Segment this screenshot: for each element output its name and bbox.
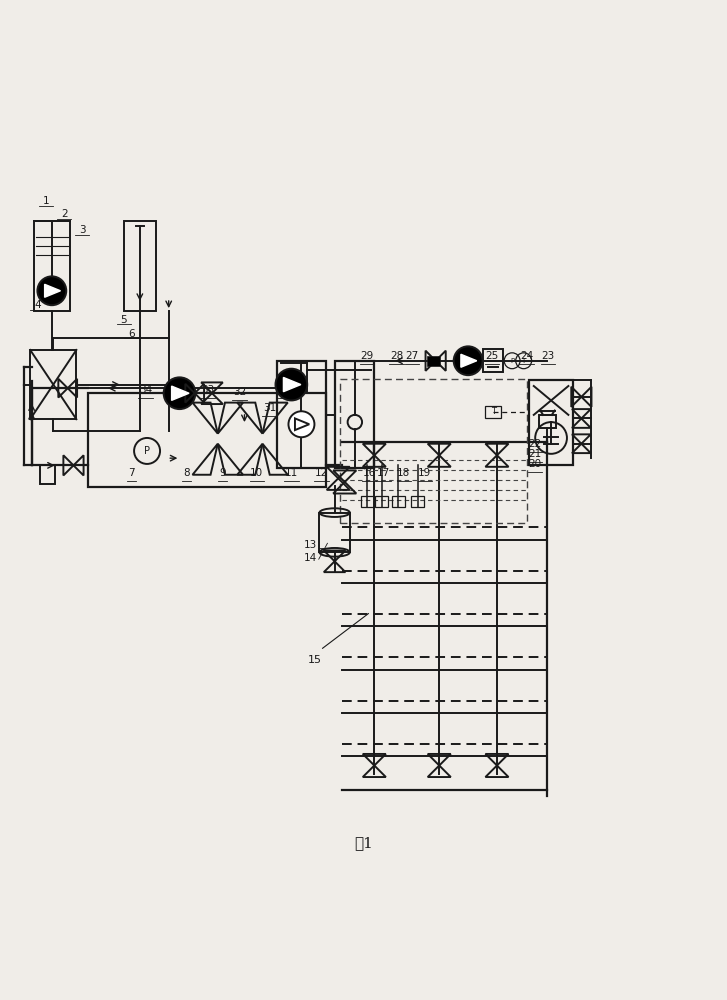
Text: 32: 32: [233, 387, 246, 397]
Text: 30: 30: [278, 385, 292, 395]
Text: T: T: [491, 407, 496, 416]
Bar: [483, 349, 504, 372]
Text: 21: 21: [529, 449, 542, 459]
Bar: [334, 361, 374, 468]
Text: 16: 16: [363, 468, 376, 478]
Bar: [539, 415, 556, 428]
Bar: [40, 465, 55, 484]
Circle shape: [37, 276, 66, 305]
Bar: [411, 496, 424, 507]
Circle shape: [454, 346, 483, 375]
Bar: [88, 393, 326, 487]
Text: 19: 19: [418, 468, 431, 478]
Circle shape: [289, 411, 315, 437]
Text: 11: 11: [285, 468, 298, 478]
Bar: [375, 496, 388, 507]
Text: 7: 7: [128, 468, 134, 478]
Text: 4: 4: [34, 300, 41, 310]
Text: 5: 5: [121, 315, 127, 325]
Text: 23: 23: [542, 351, 555, 361]
Bar: [529, 380, 573, 465]
Text: T: T: [521, 358, 526, 364]
Bar: [33, 221, 70, 311]
Text: 3: 3: [79, 225, 86, 235]
Text: 26: 26: [457, 351, 470, 361]
Text: 17: 17: [377, 468, 390, 478]
Bar: [124, 221, 156, 311]
Polygon shape: [44, 284, 60, 297]
Bar: [31, 350, 76, 419]
Text: 1: 1: [43, 196, 49, 206]
Text: 18: 18: [397, 468, 411, 478]
Bar: [392, 496, 405, 507]
Text: 6: 6: [128, 329, 134, 339]
Circle shape: [164, 377, 196, 409]
Text: 12: 12: [315, 468, 329, 478]
Text: 27: 27: [405, 351, 419, 361]
Text: P: P: [510, 358, 514, 364]
Bar: [277, 361, 326, 468]
Text: 15: 15: [308, 655, 321, 665]
Text: 2: 2: [61, 209, 68, 219]
Text: P: P: [144, 446, 150, 456]
Text: 24: 24: [520, 351, 533, 361]
Text: 33: 33: [201, 385, 214, 395]
Bar: [361, 496, 374, 507]
Text: 8: 8: [183, 468, 190, 478]
Text: 28: 28: [390, 351, 403, 361]
Circle shape: [276, 369, 308, 400]
Text: 31: 31: [263, 403, 276, 413]
Text: 20: 20: [529, 459, 542, 469]
Text: 9: 9: [220, 468, 226, 478]
Text: 29: 29: [361, 351, 374, 361]
Text: 22: 22: [529, 439, 542, 449]
Text: 25: 25: [486, 351, 499, 361]
Bar: [319, 513, 350, 552]
Text: 13: 13: [303, 540, 316, 550]
Polygon shape: [461, 354, 477, 367]
Bar: [427, 356, 440, 366]
Polygon shape: [284, 377, 301, 392]
Text: 图1: 图1: [354, 836, 373, 850]
Bar: [486, 406, 502, 418]
Text: 10: 10: [250, 468, 263, 478]
Polygon shape: [172, 386, 189, 400]
Text: 14: 14: [303, 553, 316, 563]
Text: 34: 34: [139, 385, 152, 395]
